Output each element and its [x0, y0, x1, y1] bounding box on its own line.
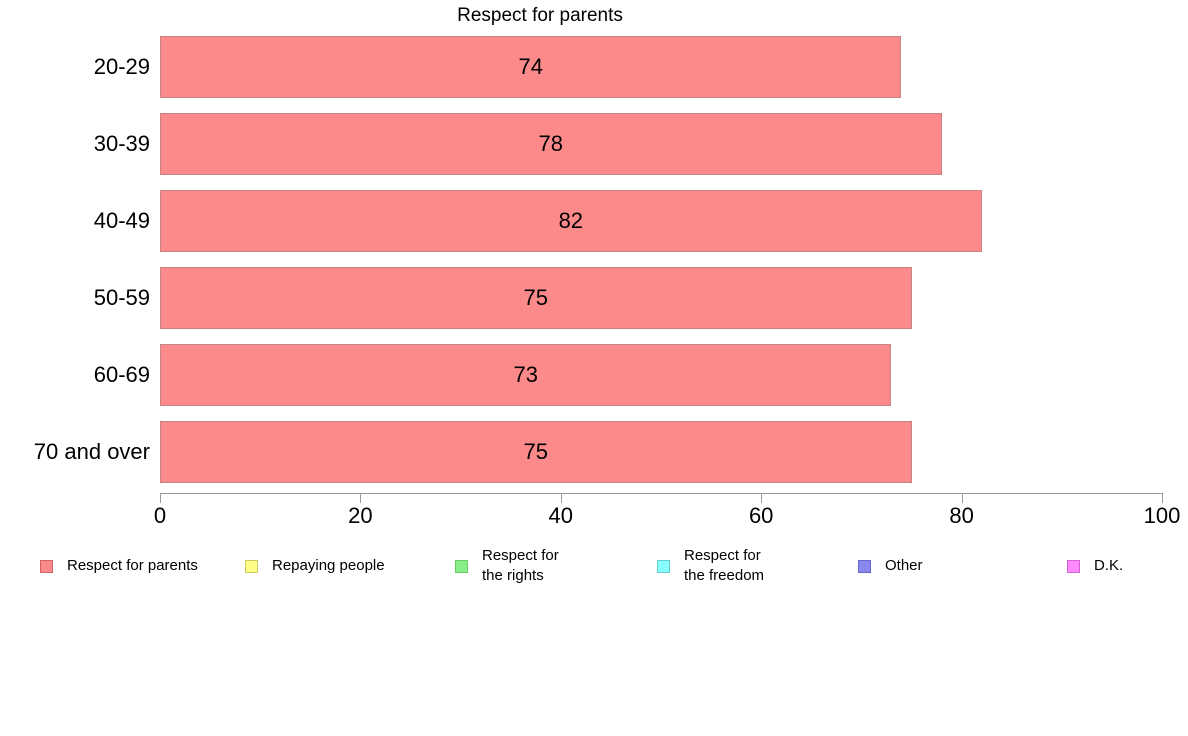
legend-label: Repaying people [272, 557, 385, 574]
bar: 73 [160, 344, 892, 406]
legend-item-respect-for-parents: Respect for parents [40, 546, 198, 586]
bar: 78 [160, 113, 942, 175]
bar-value-label: 78 [538, 131, 564, 156]
bar: 82 [160, 190, 982, 252]
legend-swatch-respect-for-the-rights [455, 559, 468, 573]
x-axis-tick-label: 100 [1143, 503, 1181, 528]
legend-item-other: Other [858, 546, 923, 586]
x-axis-tick [1162, 494, 1163, 503]
bar-value-label: 74 [518, 54, 543, 79]
category-label: 30-39 [93, 131, 150, 156]
plot-area: 20-29 74 30-39 78 40-49 82 50-59 75 60-69 73 70 an… [33, 36, 1181, 528]
legend-label: Respect for the freedom [684, 547, 765, 584]
x-axis-tick-label: 80 [949, 503, 974, 528]
bar: 75 [160, 421, 912, 483]
legend-swatch-other [858, 559, 871, 573]
bar: 75 [160, 267, 912, 329]
x-axis-tick [360, 494, 362, 503]
legend-swatch-respect-for-parents [40, 559, 53, 573]
legend-swatch-dk [1067, 559, 1080, 573]
bar-value-label: 82 [558, 208, 584, 233]
x-axis-tick-label: 60 [748, 503, 774, 528]
legend-item-respect-for-the-freedom: Respect for the freedom [657, 546, 764, 586]
x-axis-tick [560, 494, 562, 503]
legend-item-repaying-people: Repaying people [245, 546, 385, 586]
x-axis-tick-label: 40 [548, 503, 574, 528]
legend-swatch-respect-for-the-freedom [657, 559, 670, 573]
legend-swatch-repaying-people [245, 559, 258, 573]
x-axis-tick-label: 20 [348, 503, 373, 528]
legend-label: Respect for parents [67, 557, 198, 574]
bar-value-label: 73 [513, 362, 538, 387]
bar-value-label: 75 [523, 439, 548, 464]
bar-value-label: 75 [523, 285, 548, 310]
category-label: 20-29 [93, 54, 150, 79]
legend-label: D.K. [1094, 557, 1124, 574]
bar: 74 [160, 36, 902, 98]
x-axis-tick-label: 0 [153, 503, 167, 528]
legend-item-dk: D.K. [1067, 546, 1123, 586]
legend-item-respect-for-the-rights: Respect for the rights [455, 546, 559, 586]
legend-label: Other [885, 557, 923, 574]
category-label: 60-69 [93, 362, 150, 387]
x-axis-tick [961, 494, 963, 503]
legend: Respect for parents Repaying people Respec… [0, 546, 1188, 590]
x-axis-tick [761, 494, 763, 503]
x-axis-tick [160, 494, 161, 503]
x-axis-line [160, 493, 1163, 494]
legend-label: Respect for the rights [482, 547, 559, 584]
chart-title: Respect for parents [457, 5, 623, 26]
category-label: 70 and over [33, 439, 150, 464]
category-label: 40-49 [93, 208, 150, 233]
category-label: 50-59 [93, 285, 150, 310]
